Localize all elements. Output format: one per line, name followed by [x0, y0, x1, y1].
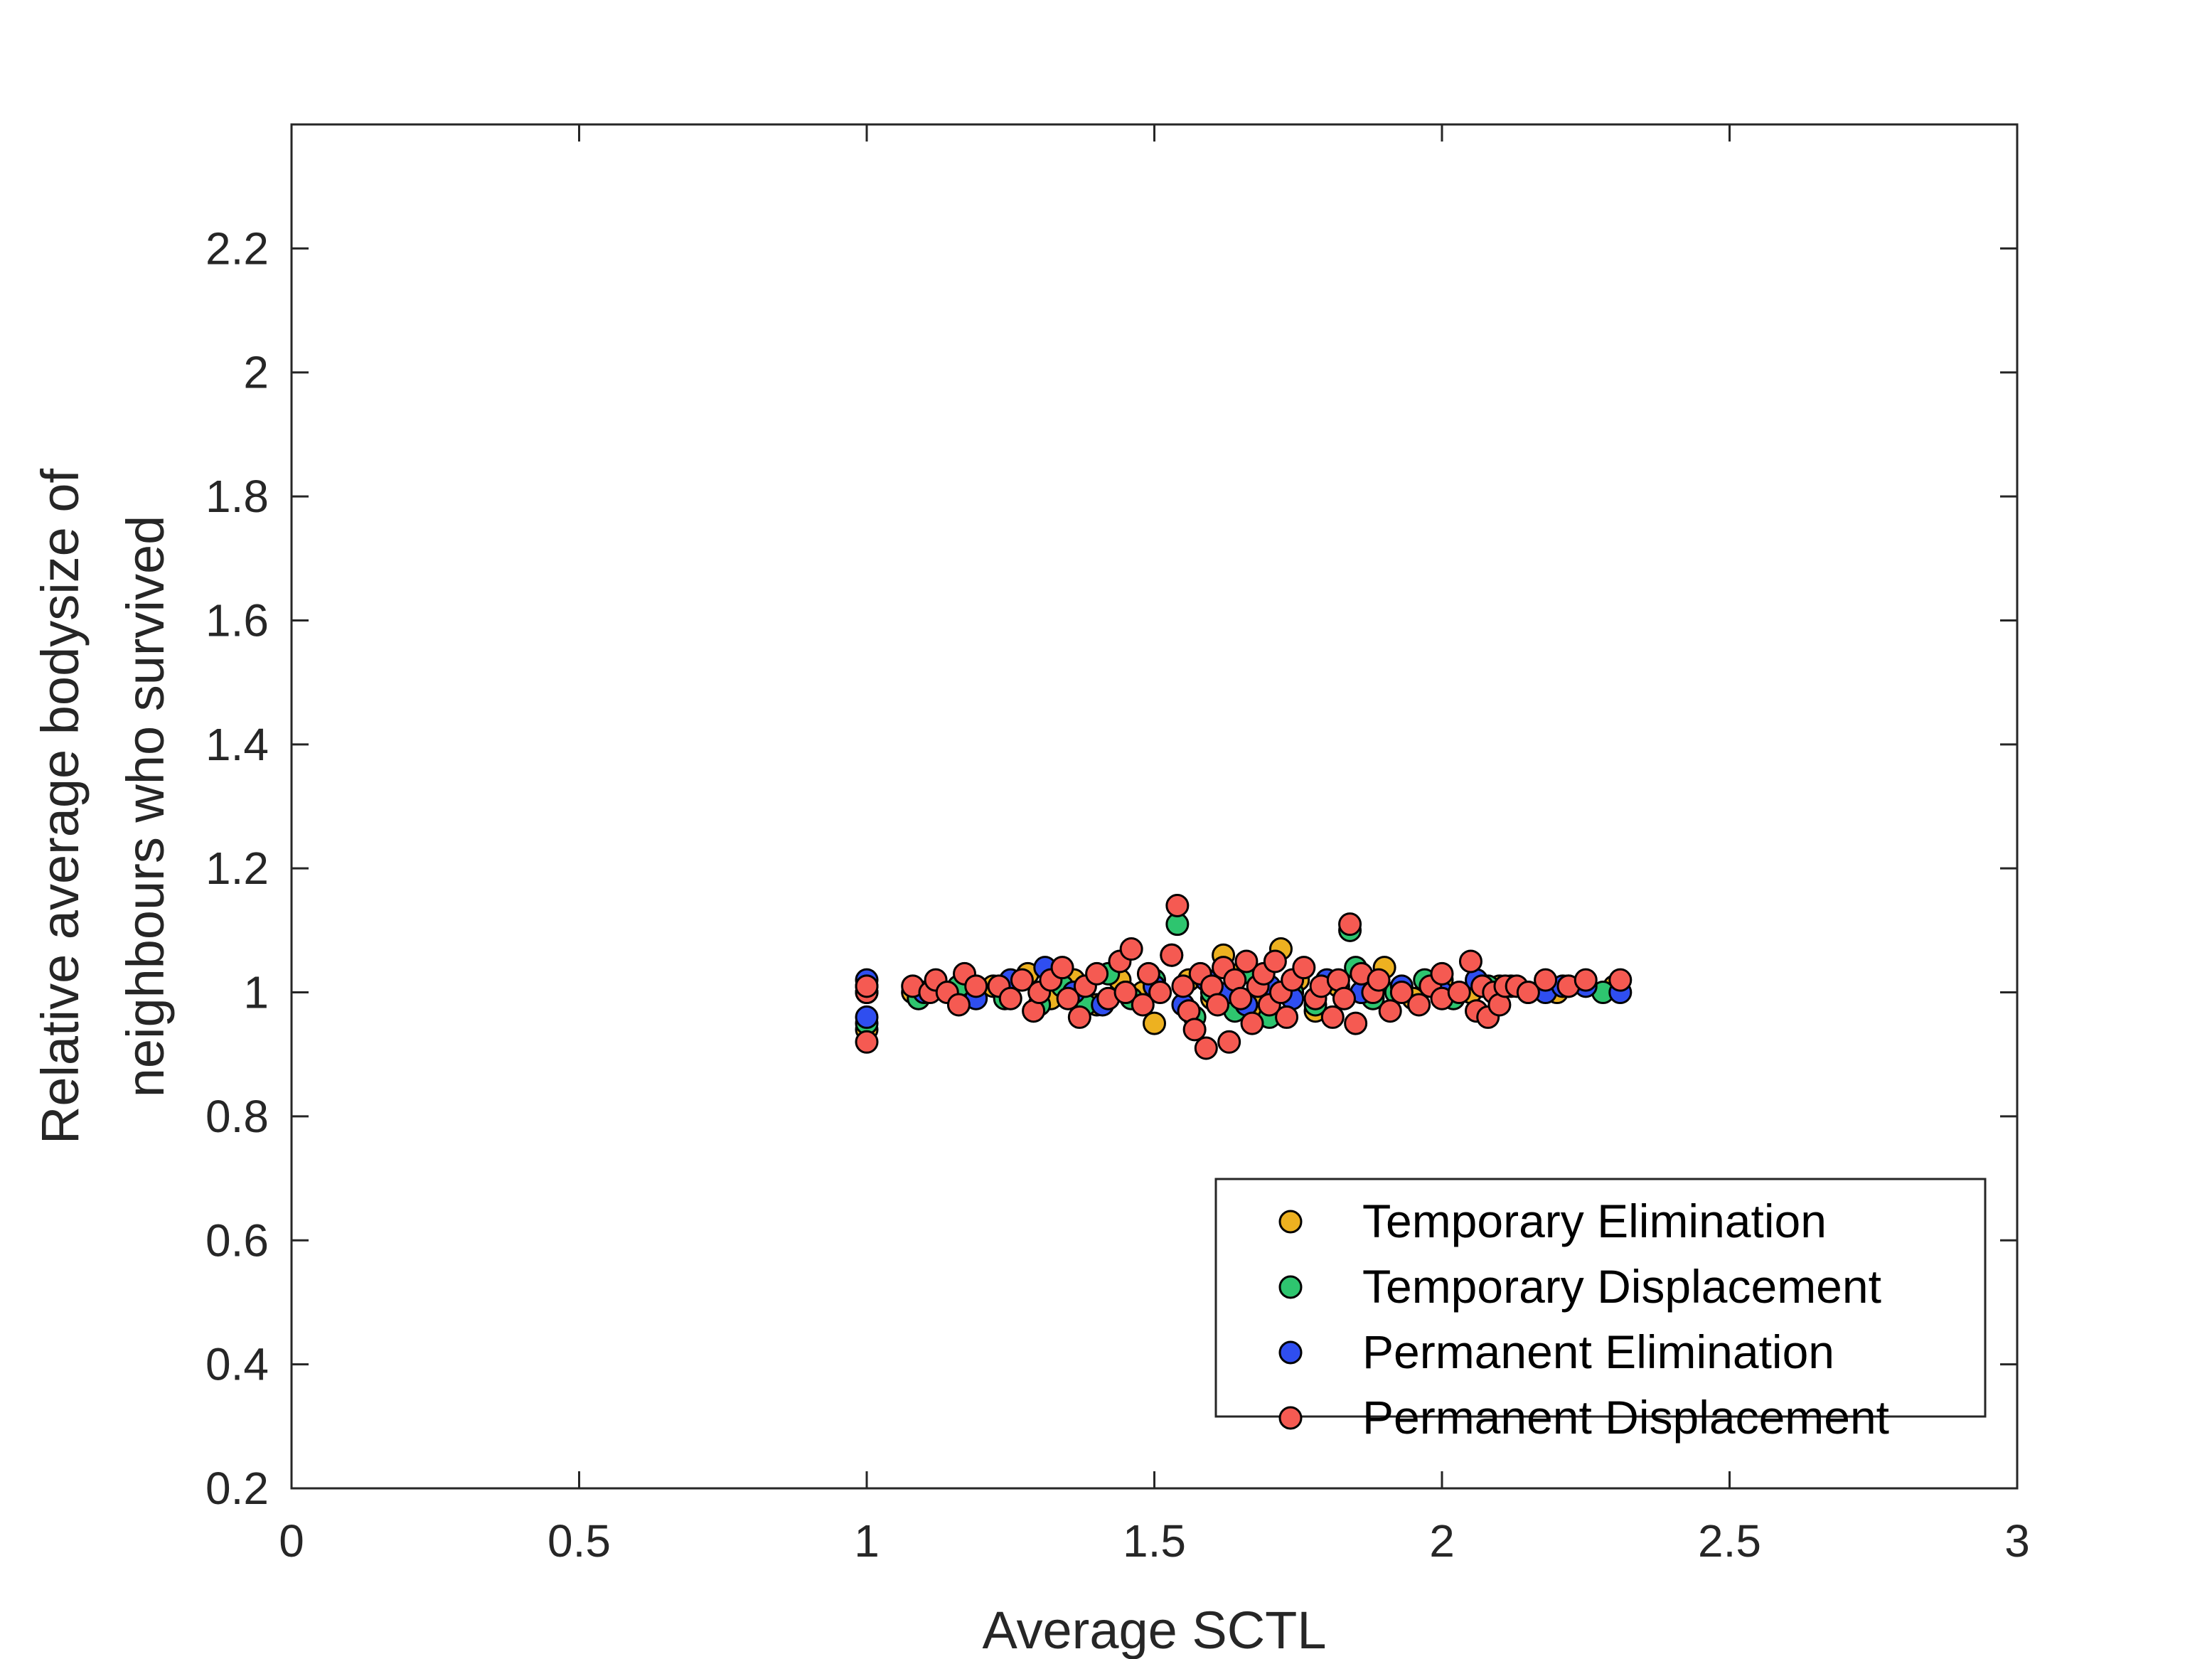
data-point [1113, 981, 1138, 1005]
legend-label: Permanent Displacement [1362, 1391, 1889, 1444]
data-point [1430, 961, 1454, 986]
data-point [855, 974, 879, 998]
legend-label: Temporary Elimination [1362, 1195, 1827, 1247]
data-point [1292, 956, 1316, 980]
data-point [964, 974, 988, 998]
data-point [1344, 1011, 1368, 1035]
data-point [1229, 986, 1253, 1010]
data-point [1171, 974, 1195, 998]
legend-marker [1278, 1210, 1303, 1234]
y-tick-label: 1.4 [205, 719, 269, 770]
data-point [1131, 993, 1155, 1017]
series-permanent-displacement [855, 893, 1633, 1060]
data-point [1275, 1005, 1299, 1029]
legend-marker [1278, 1340, 1303, 1365]
data-point [1182, 1018, 1207, 1042]
data-point [1148, 981, 1172, 1005]
y-axis-label-line-2: neighbours who survived [116, 516, 175, 1098]
data-point [1320, 1005, 1345, 1029]
y-tick-label: 2.2 [205, 223, 269, 274]
data-point [1194, 1036, 1218, 1060]
data-point [1332, 986, 1356, 1010]
y-tick-label: 1.6 [205, 594, 269, 646]
x-tick-label: 2.5 [1698, 1515, 1761, 1567]
legend-box [1214, 1178, 1987, 1418]
y-tick-label: 0.6 [205, 1215, 269, 1266]
data-point [1407, 993, 1431, 1017]
data-point [1458, 949, 1482, 973]
y-tick-label: 1 [243, 967, 269, 1018]
x-tick-label: 2 [1429, 1515, 1455, 1567]
y-tick-label: 0.2 [205, 1463, 269, 1514]
data-point [1234, 949, 1259, 973]
data-point [1367, 968, 1391, 992]
data-point [1534, 968, 1558, 992]
data-point [1205, 993, 1229, 1017]
x-tick-label: 0 [279, 1515, 304, 1567]
data-point [1573, 968, 1598, 992]
x-tick-label: 3 [2004, 1515, 2030, 1567]
data-point [998, 986, 1022, 1010]
data-point [1085, 961, 1109, 986]
axis-ticks [290, 124, 2019, 1490]
data-point [1136, 961, 1160, 986]
y-tick-label: 0.4 [205, 1339, 269, 1390]
x-tick-label: 0.5 [547, 1515, 611, 1567]
data-point [1067, 1005, 1091, 1029]
data-point [1050, 956, 1074, 980]
y-tick-label: 1.2 [205, 843, 269, 894]
data-point [1056, 986, 1080, 1010]
data-point [1389, 981, 1414, 1005]
y-tick-label: 2 [243, 347, 269, 398]
y-tick-label: 1.8 [205, 471, 269, 522]
data-point [1378, 999, 1402, 1023]
data-point [1217, 1030, 1241, 1054]
data-point [946, 993, 971, 1017]
data-point [1263, 949, 1287, 973]
data-point [1516, 981, 1540, 1005]
data-point [1160, 943, 1184, 967]
data-point [1143, 1011, 1166, 1035]
data-point [855, 1005, 879, 1029]
y-tick-label: 0.8 [205, 1091, 269, 1142]
data-point [1165, 893, 1190, 917]
data-points [855, 893, 1633, 1060]
data-point [1447, 981, 1471, 1005]
legend-marker [1278, 1406, 1303, 1430]
y-tick-labels: 0.2 0.4 0.6 0.8 1 1.2 1.4 1.6 1.8 2 2.2 [205, 223, 269, 1514]
x-tick-labels: 0 0.5 1 1.5 2 2.5 3 [279, 1515, 2030, 1567]
data-point [1010, 968, 1034, 992]
y-axis-label-line-1: Relative average bodysize of [31, 468, 90, 1144]
legend-marker [1278, 1275, 1303, 1299]
legend-label: Temporary Displacement [1362, 1260, 1881, 1313]
data-point [1240, 1011, 1264, 1035]
data-point [1338, 912, 1362, 937]
data-point [1608, 968, 1633, 992]
x-axis-label: Average SCTL [983, 1601, 1327, 1659]
x-tick-label: 1.5 [1123, 1515, 1186, 1567]
data-point [855, 1030, 879, 1054]
x-tick-label: 1 [854, 1515, 880, 1567]
data-point [1119, 937, 1143, 961]
legend: Temporary Elimination Temporary Displacem… [1214, 1178, 1987, 1444]
legend-label: Permanent Elimination [1362, 1325, 1834, 1378]
